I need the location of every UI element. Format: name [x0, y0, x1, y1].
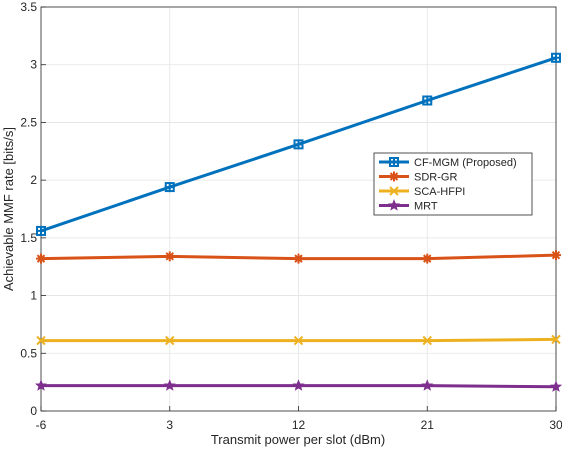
legend-label: SDR-GR [414, 172, 457, 184]
legend-item: MRT [379, 199, 438, 213]
x-tick-label: 3 [166, 418, 173, 432]
y-tick-label: 3 [30, 58, 37, 72]
y-tick-label: 1.5 [20, 231, 37, 245]
data-point-series-2 [36, 253, 46, 264]
legend-label: CF-MGM (Proposed) [414, 157, 517, 169]
y-tick-label: 2.5 [20, 115, 37, 129]
y-axis-label: Achievable MMF rate [bits/s] [1, 127, 16, 291]
data-point-series-1 [293, 139, 304, 150]
data-point-series-4 [163, 379, 176, 391]
series-group [34, 52, 562, 392]
y-tick-label: 0 [30, 404, 37, 418]
data-point-series-2 [422, 253, 433, 264]
x-axis-label: Transmit power per slot (dBm) [211, 432, 385, 447]
data-point-series-3 [165, 335, 175, 346]
y-tick-label: 3.5 [20, 0, 37, 14]
x-axis-ticks: -6 3 12 21 30 [36, 406, 562, 432]
legend-marker [389, 157, 399, 167]
data-point-series-3 [551, 334, 561, 345]
y-tick-label: 2 [30, 173, 37, 187]
legend-item: CF-MGM (Proposed) [379, 157, 517, 169]
data-point-series-3 [293, 335, 304, 346]
data-point-series-2 [164, 251, 175, 262]
x-tick-label: 21 [421, 418, 435, 432]
data-point-series-3 [422, 335, 432, 346]
data-point-series-1 [164, 182, 175, 193]
legend-label: SCA-HFPI [414, 186, 465, 198]
data-point-series-4 [34, 379, 48, 391]
x-tick-label: 12 [292, 418, 306, 432]
y-tick-label: 1 [30, 289, 37, 303]
legend-marker [389, 186, 399, 196]
legend-item: SCA-HFPI [379, 186, 465, 198]
data-point-series-1 [551, 52, 561, 63]
legend-marker [387, 199, 401, 211]
legend-marker [389, 171, 399, 182]
data-point-series-1 [36, 225, 46, 236]
x-tick-label: -6 [36, 418, 47, 432]
data-point-series-3 [36, 335, 46, 346]
legend-label: MRT [414, 201, 438, 213]
data-point-series-4 [421, 379, 434, 391]
y-tick-label: 0.5 [20, 346, 37, 360]
x-tick-label: 30 [549, 418, 562, 432]
legend: CF-MGM (Proposed) SDR-GR SCA-HFPI MRT [373, 152, 533, 216]
data-point-series-1 [422, 95, 433, 106]
data-point-series-2 [293, 253, 304, 264]
y-axis-ticks: 0 0.5 1 1.5 2 2.5 3 3.5 [20, 0, 46, 418]
data-point-series-4 [292, 379, 305, 391]
data-point-series-4 [549, 380, 562, 392]
data-point-series-2 [551, 250, 561, 261]
legend-item: SDR-GR [379, 171, 457, 184]
